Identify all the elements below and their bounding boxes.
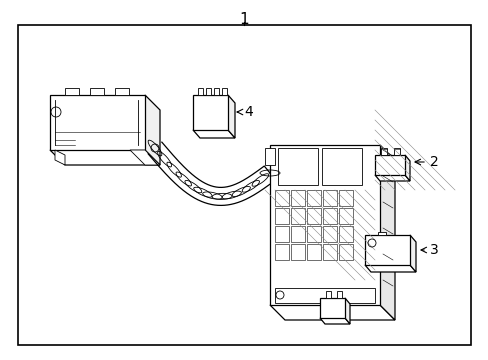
Polygon shape	[193, 130, 235, 138]
Bar	[18, 25, 470, 345]
Bar	[274, 244, 288, 260]
Polygon shape	[404, 155, 409, 181]
Bar	[290, 244, 305, 260]
Bar	[393, 148, 399, 155]
Bar	[306, 208, 320, 224]
Text: 4: 4	[244, 105, 252, 119]
Bar	[115, 88, 129, 95]
Bar	[290, 190, 305, 206]
Bar	[380, 148, 386, 155]
Bar	[274, 190, 288, 206]
Polygon shape	[278, 148, 317, 185]
Polygon shape	[319, 318, 349, 324]
Bar	[90, 88, 104, 95]
Polygon shape	[264, 148, 274, 165]
Bar	[338, 190, 352, 206]
Bar	[274, 226, 288, 242]
Bar	[323, 208, 336, 224]
Bar	[323, 226, 336, 242]
Bar	[336, 291, 341, 298]
Text: 2: 2	[429, 155, 438, 169]
Polygon shape	[50, 95, 145, 150]
Polygon shape	[364, 265, 415, 272]
Text: 3: 3	[429, 243, 438, 257]
Polygon shape	[321, 148, 361, 185]
Polygon shape	[374, 155, 404, 175]
Polygon shape	[269, 145, 379, 305]
Bar	[222, 88, 226, 95]
Text: 1: 1	[239, 12, 248, 27]
Polygon shape	[409, 235, 415, 272]
Polygon shape	[145, 95, 160, 165]
Bar	[214, 88, 219, 95]
Polygon shape	[50, 150, 160, 165]
Bar	[274, 208, 288, 224]
Bar	[338, 226, 352, 242]
Polygon shape	[227, 95, 235, 138]
Bar	[198, 88, 203, 95]
Bar	[325, 291, 330, 298]
Bar	[306, 190, 320, 206]
Bar	[306, 226, 320, 242]
Bar	[290, 226, 305, 242]
Polygon shape	[55, 150, 65, 165]
Bar	[323, 190, 336, 206]
Polygon shape	[379, 145, 394, 320]
Polygon shape	[269, 305, 394, 320]
Bar	[274, 288, 374, 303]
Polygon shape	[364, 235, 409, 265]
Polygon shape	[319, 298, 345, 318]
Polygon shape	[130, 150, 160, 165]
Polygon shape	[193, 95, 227, 130]
Bar	[323, 244, 336, 260]
Bar	[65, 88, 79, 95]
Bar	[306, 244, 320, 260]
Bar	[338, 244, 352, 260]
Polygon shape	[377, 232, 385, 235]
Polygon shape	[374, 175, 409, 181]
Polygon shape	[345, 298, 349, 324]
Bar	[338, 208, 352, 224]
Bar	[290, 208, 305, 224]
Bar	[205, 88, 210, 95]
